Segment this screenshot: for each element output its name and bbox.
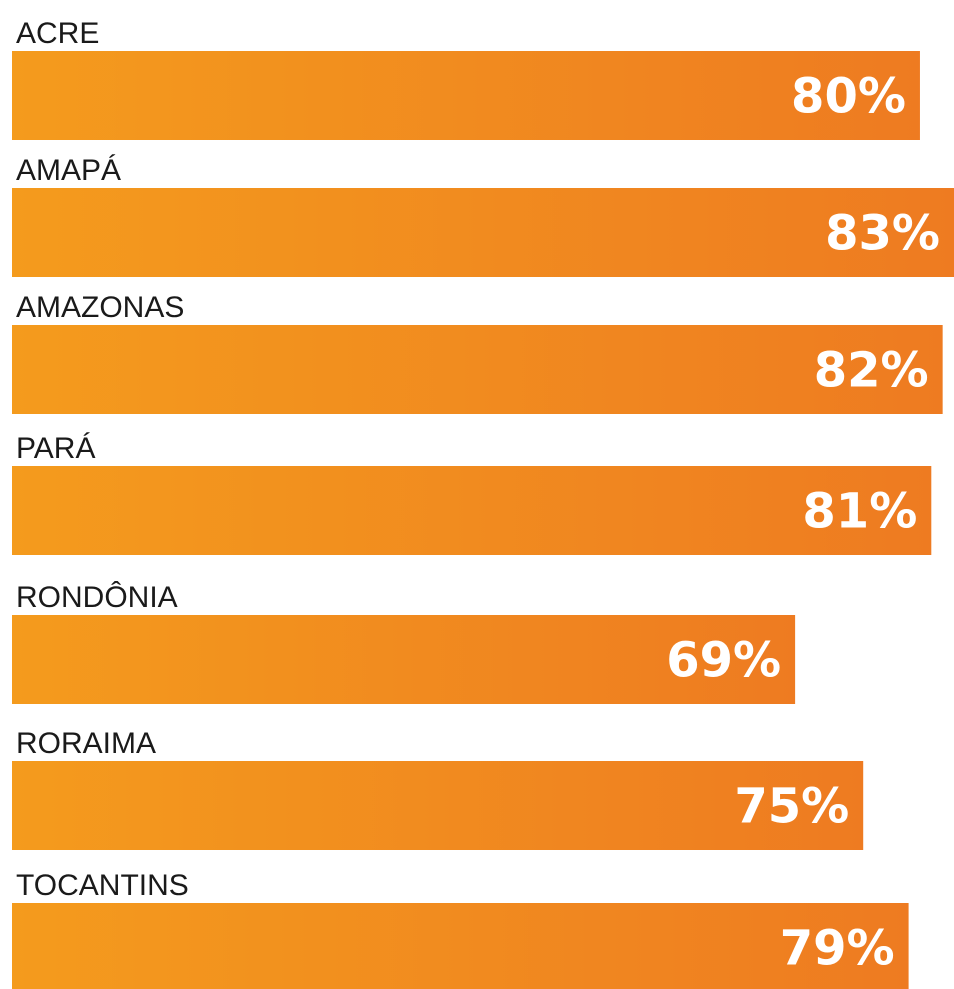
bar xyxy=(12,466,932,555)
category-label: PARÁ xyxy=(16,432,95,465)
bar xyxy=(12,615,796,704)
bar xyxy=(12,325,943,414)
value-label: 82% xyxy=(814,343,929,399)
category-label: ACRE xyxy=(16,17,99,50)
category-label: TOCANTINS xyxy=(16,869,189,902)
value-label: 69% xyxy=(666,633,781,689)
bar xyxy=(12,761,864,850)
category-label: AMAPÁ xyxy=(16,154,121,187)
bar xyxy=(12,188,954,277)
category-label: RONDÔNIA xyxy=(16,580,178,614)
bar xyxy=(12,903,909,989)
category-label: RORAIMA xyxy=(16,727,156,760)
bar xyxy=(12,51,920,140)
category-label: AMAZONAS xyxy=(16,291,184,324)
value-label: 83% xyxy=(825,206,940,262)
value-label: 80% xyxy=(791,69,906,125)
value-label: 79% xyxy=(780,921,895,977)
value-label: 75% xyxy=(734,779,849,835)
value-label: 81% xyxy=(802,484,917,540)
